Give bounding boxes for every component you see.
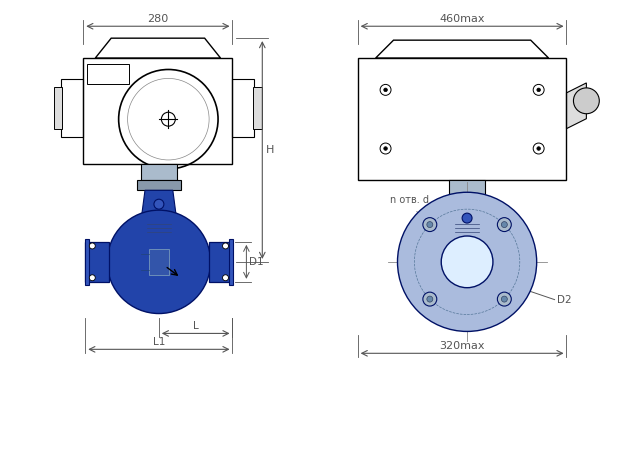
Bar (87, 64, 129, 84)
Text: D2: D2 (557, 295, 571, 304)
Text: 460max: 460max (439, 14, 485, 24)
Polygon shape (567, 83, 587, 129)
Circle shape (384, 88, 388, 92)
Bar (233, 79, 255, 136)
Circle shape (397, 192, 537, 331)
Polygon shape (85, 242, 109, 282)
Text: 320max: 320max (439, 341, 485, 351)
Circle shape (497, 292, 511, 306)
Bar (149, 249, 169, 275)
Polygon shape (449, 206, 485, 228)
Circle shape (427, 222, 433, 228)
Circle shape (573, 88, 599, 114)
Circle shape (423, 218, 437, 232)
Bar (54, 87, 62, 129)
Text: L1: L1 (153, 337, 165, 347)
Circle shape (89, 275, 95, 281)
Bar (137, 180, 181, 190)
Circle shape (384, 147, 388, 150)
Circle shape (537, 147, 540, 150)
Circle shape (223, 275, 228, 281)
Circle shape (441, 236, 493, 288)
Bar (449, 180, 485, 196)
Bar (85, 239, 89, 285)
Circle shape (501, 222, 507, 228)
Circle shape (427, 296, 433, 302)
Circle shape (223, 243, 228, 249)
Circle shape (537, 88, 540, 92)
Bar (253, 87, 262, 129)
Bar (84, 58, 233, 164)
Circle shape (462, 213, 472, 223)
Bar (358, 58, 567, 180)
Bar (445, 196, 489, 206)
Polygon shape (140, 190, 178, 228)
Text: n отв. d: n отв. d (391, 195, 429, 205)
Circle shape (89, 243, 95, 249)
Circle shape (154, 199, 164, 209)
Bar (62, 79, 84, 136)
Circle shape (497, 218, 511, 232)
Text: D1: D1 (250, 257, 264, 267)
Circle shape (107, 210, 211, 313)
Text: L: L (193, 321, 198, 331)
Bar (230, 239, 233, 285)
Text: 280: 280 (147, 14, 168, 24)
Bar (141, 164, 177, 180)
Circle shape (423, 292, 437, 306)
Circle shape (501, 296, 507, 302)
Text: H: H (266, 145, 275, 155)
Polygon shape (208, 242, 233, 282)
